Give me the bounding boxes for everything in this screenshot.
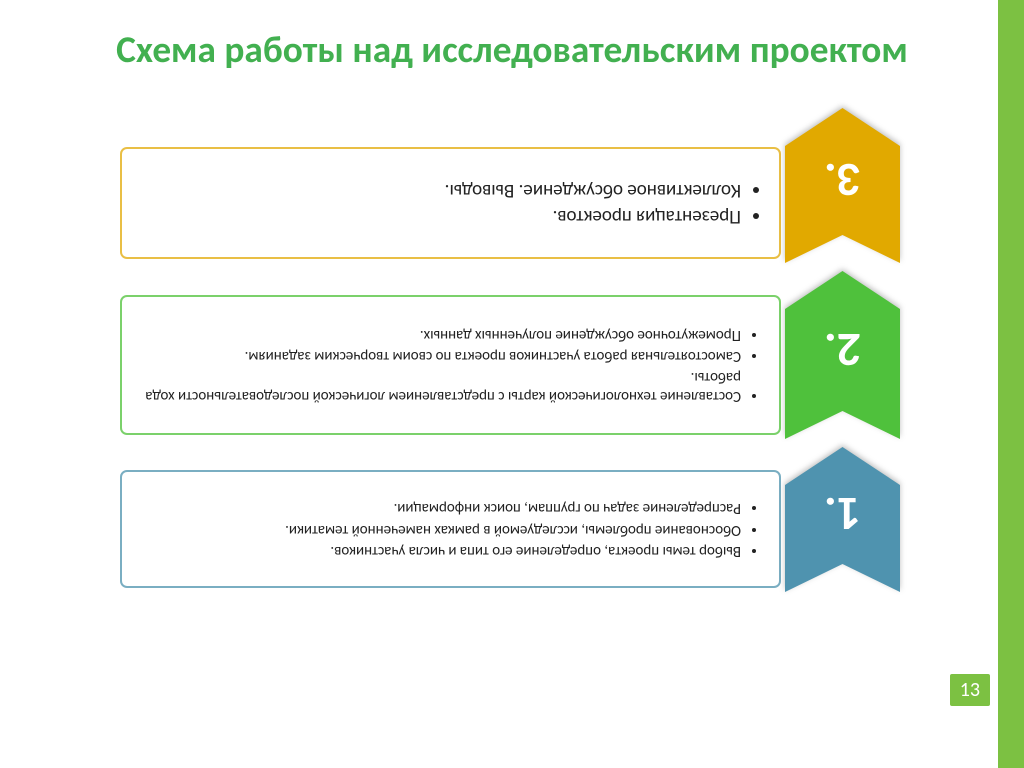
step-chevron-1: 1. — [785, 447, 900, 592]
step-content-box-3: Презентация проектов.Коллективное обсужд… — [120, 147, 781, 259]
step-chevron-2: 2. — [785, 271, 900, 439]
step-label: 1. — [785, 486, 900, 545]
step-content-box-2: Составление технологической карты с пред… — [120, 295, 781, 435]
step-row-2: 2. Составление технологической карты с пр… — [120, 271, 900, 439]
step-label: 2. — [785, 321, 900, 380]
step-item: Выбор темы проекта, определение его типа… — [140, 541, 741, 560]
page-number-badge: 13 — [950, 674, 990, 706]
step-items-list: Выбор темы проекта, определение его типа… — [140, 496, 765, 562]
step-item: Распределение задач по группам, поиск ин… — [140, 498, 741, 517]
step-item: Обоснование проблемы, исследуемой в рамк… — [140, 519, 741, 538]
step-chevron-3: 3. — [785, 108, 900, 263]
accent-sidebar — [998, 0, 1024, 768]
step-item: Презентация проектов. — [140, 204, 741, 228]
step-content-box-1: Выбор темы проекта, определение его типа… — [120, 470, 781, 588]
step-row-3: 3. Презентация проектов.Коллективное обсу… — [120, 108, 900, 263]
steps-container: 1. Выбор темы проекта, определение его ти… — [120, 108, 900, 592]
step-label: 3. — [785, 152, 900, 211]
step-row-1: 1. Выбор темы проекта, определение его ти… — [120, 447, 900, 592]
page-title: Схема работы над исследовательским проек… — [0, 0, 1024, 83]
step-items-list: Презентация проектов.Коллективное обсужд… — [140, 176, 765, 231]
step-items-list: Составление технологической карты с пред… — [140, 323, 765, 408]
step-item: Самостоятельная работа участников проект… — [140, 346, 741, 365]
step-item: Коллективное обсуждение. Выводы. — [140, 178, 741, 202]
step-item: Промежуточное обсуждение полученных данн… — [140, 325, 741, 344]
step-item: Составление технологической карты с пред… — [140, 367, 741, 405]
